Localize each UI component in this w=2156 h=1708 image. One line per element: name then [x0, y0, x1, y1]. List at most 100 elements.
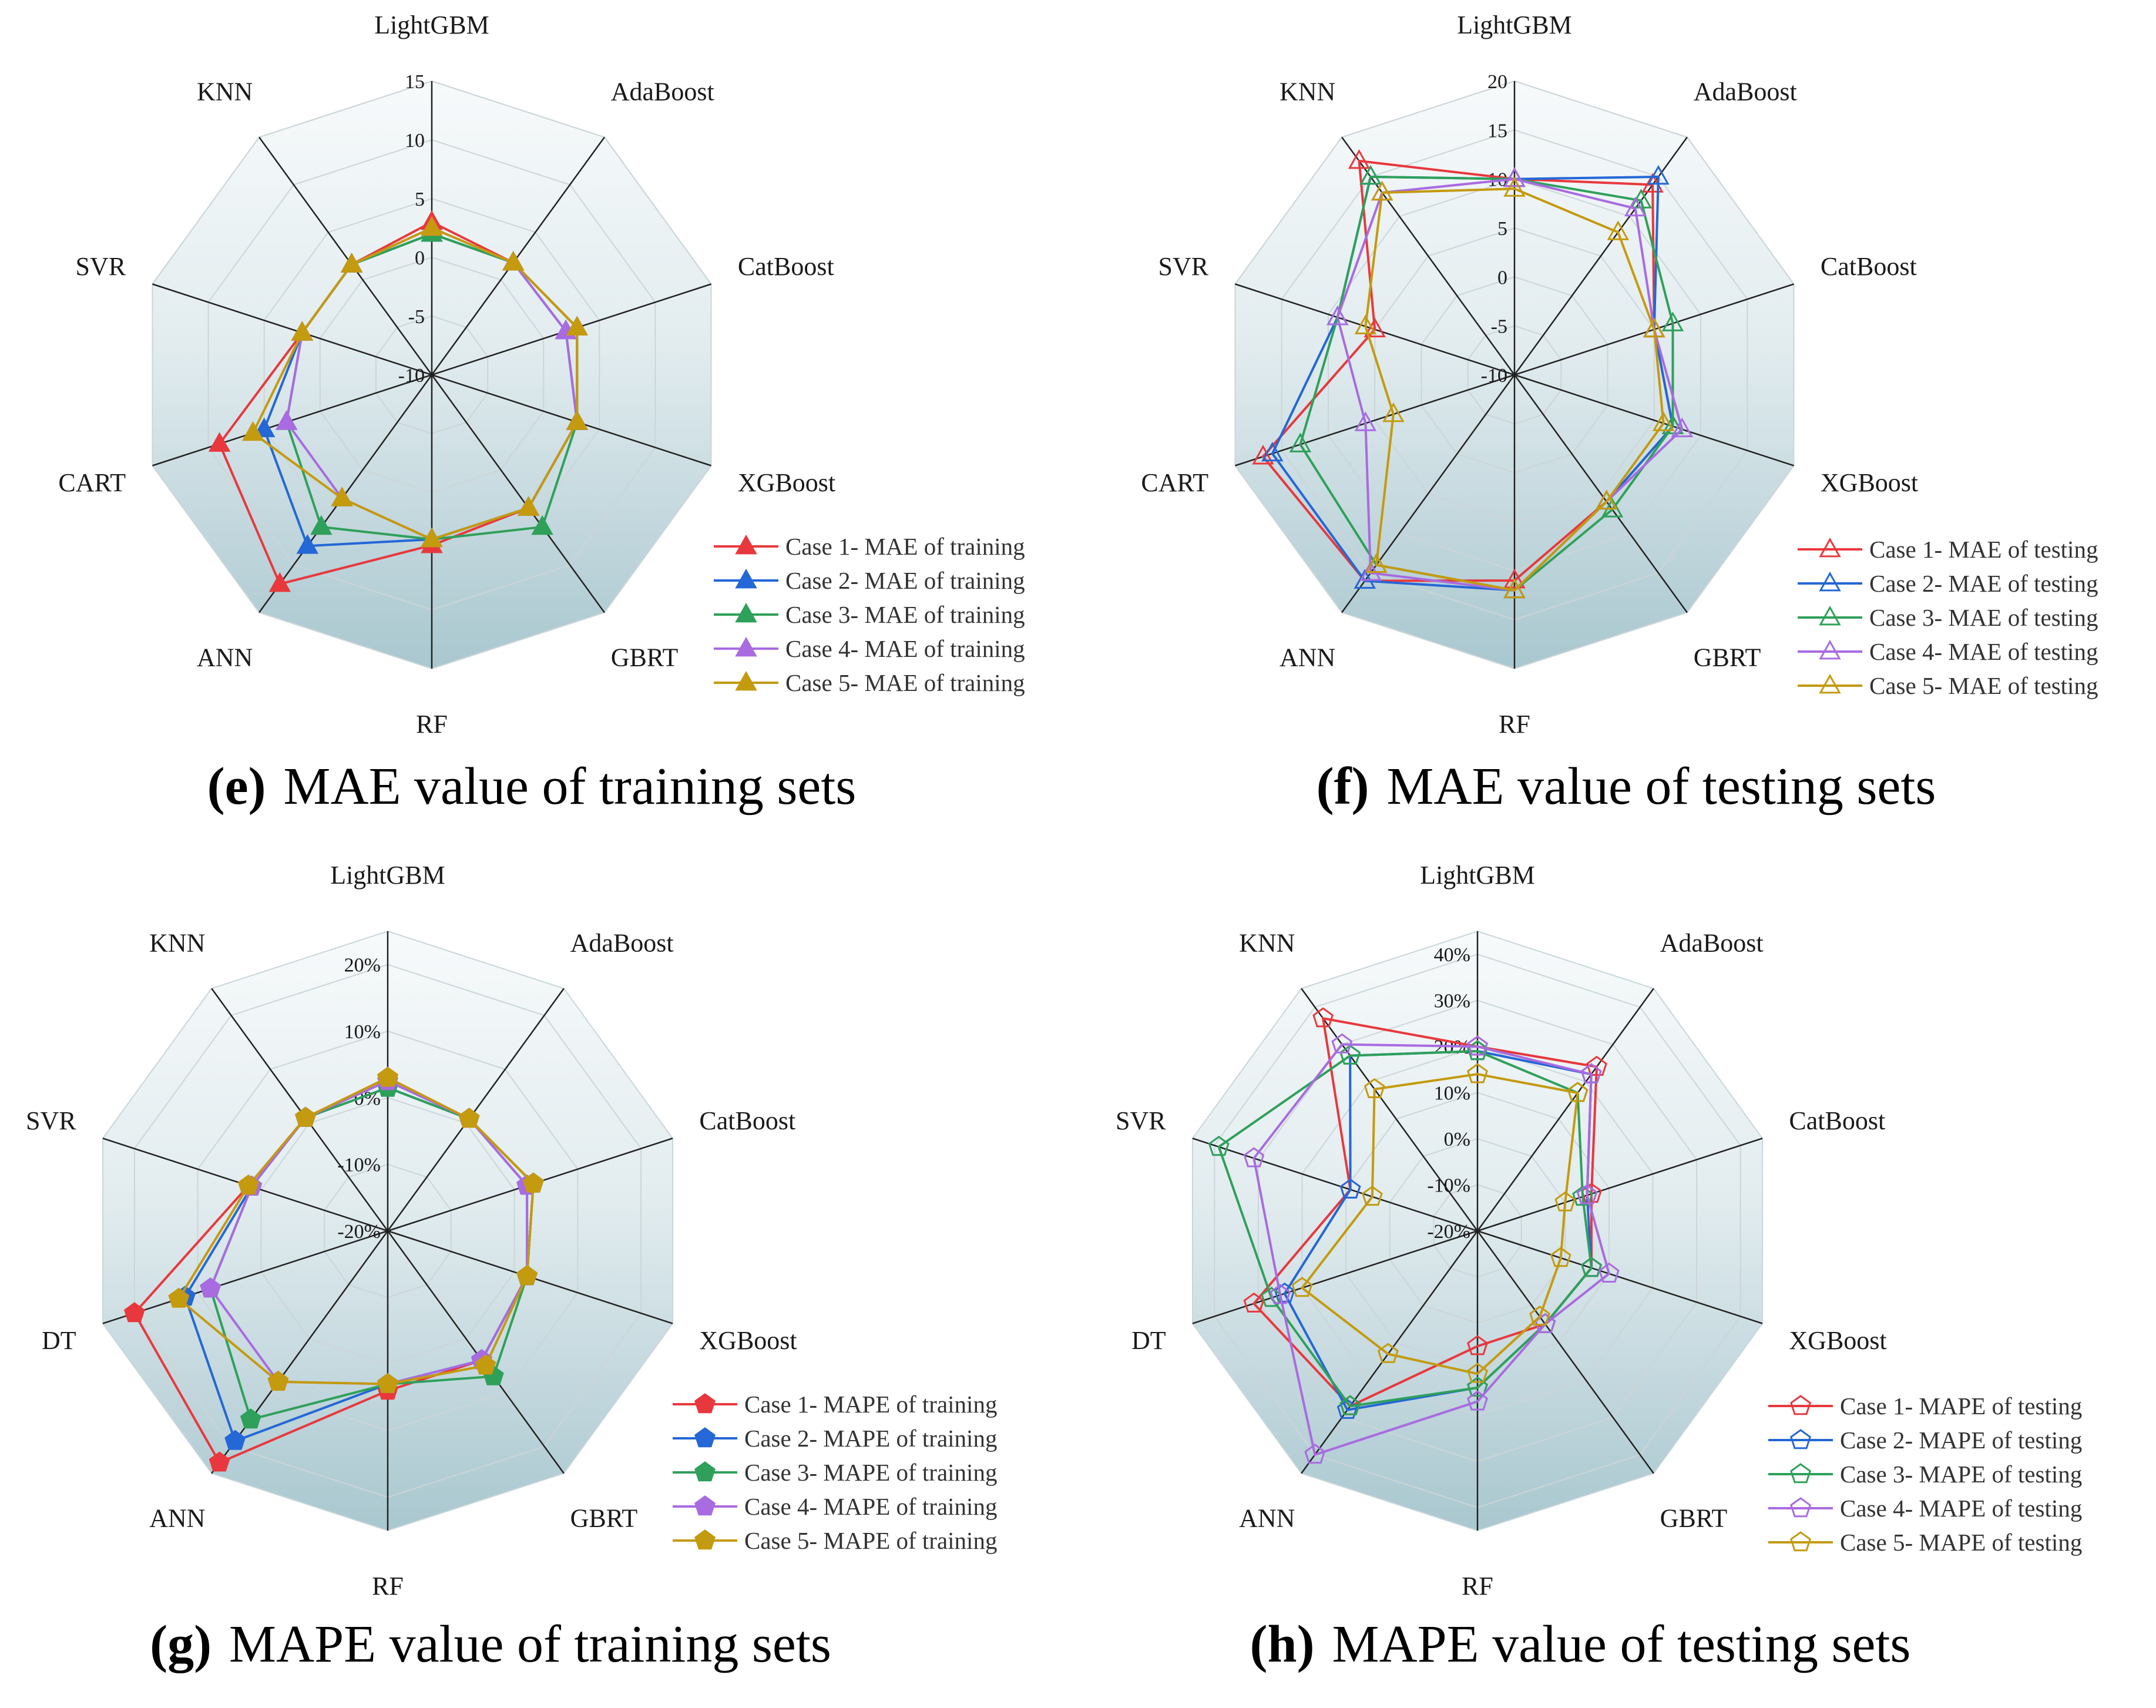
data-point-case-5-gbrt [475, 1354, 496, 1375]
legend-entry-case-2: Case 2- MAE of training [714, 567, 1025, 594]
data-point-case-4-svr [1243, 1147, 1265, 1167]
legend-entry-case-5: Case 5- MAPE of training [673, 1527, 997, 1554]
axis-label-lightgbm: LightGBM [374, 11, 489, 39]
axis-label-xgboost: XGBoost [699, 1326, 797, 1355]
legend-label: Case 4- MAPE of training [744, 1493, 997, 1520]
legend-marker [1790, 1429, 1811, 1449]
axis-label-lightgbm: LightGBM [1457, 11, 1572, 39]
legend-entry-case-4: Case 4- MAE of testing [1798, 638, 2098, 665]
data-point-case-3-gbrt [531, 515, 553, 535]
legend-label: Case 5- MAPE of training [744, 1527, 997, 1554]
radar-chart-4: -20%-10%0%10%20%30%40%LightGBMAdaBoostCa… [1116, 861, 2082, 1673]
data-point-case-5-adaboost [458, 1108, 480, 1128]
data-point-case-5-adaboost [1607, 220, 1630, 240]
data-point-case-4-xgboost [1671, 417, 1694, 438]
legend-label: Case 3- MAE of training [785, 601, 1025, 628]
axis-label-cart: CART [1141, 468, 1208, 497]
legend-entry-case-2: Case 2- MAPE of training [673, 1425, 997, 1452]
legend-entry-case-1: Case 1- MAPE of testing [1768, 1392, 2082, 1420]
spoke [431, 374, 605, 613]
tick-label: 10% [344, 1021, 381, 1043]
legend-label: Case 2- MAE of testing [1869, 570, 2098, 597]
axis-label-gbrt: GBRT [570, 1504, 638, 1533]
caption-text: MAE value of testing sets [1387, 757, 1936, 816]
data-point-case-5-gbrt [1529, 1306, 1550, 1326]
series-line-case-5 [1300, 1073, 1579, 1375]
data-point-case-4-xgboost [1598, 1262, 1620, 1283]
data-point-case-1-knn [1312, 1007, 1334, 1028]
legend-marker [694, 1461, 716, 1482]
spoke [152, 374, 432, 467]
axis-label-knn: KNN [197, 78, 253, 106]
chart-caption: (h) MAPE value of testing sets [1250, 1615, 1911, 1673]
data-point-case-5-knn [1364, 1078, 1385, 1098]
legend-label: Case 2- MAPE of testing [1840, 1427, 2082, 1454]
legend-label: Case 1- MAPE of testing [1840, 1392, 2082, 1420]
caption-letter: (f) [1317, 757, 1369, 816]
tick-label: 5 [415, 189, 425, 210]
spoke [258, 136, 433, 375]
data-point-case-5-dt [168, 1287, 190, 1308]
data-point-case-4-lightgbm [1503, 167, 1526, 187]
data-point-case-4-cart [1354, 411, 1377, 431]
legend-marker [1819, 605, 1841, 626]
axis-label-rf: RF [372, 1572, 404, 1600]
data-point-case-3-catboost [1661, 311, 1684, 331]
data-point-case-2-cart [253, 417, 276, 438]
legend-entry-case-5: Case 5- MAE of training [714, 669, 1025, 696]
legend-marker [735, 568, 757, 589]
axis-label-gbrt: GBRT [1660, 1504, 1728, 1533]
spoke [387, 988, 565, 1231]
data-point-case-5-gbrt [1596, 489, 1618, 510]
legend-entry-case-3: Case 3- MAE of testing [1798, 604, 2098, 631]
data-point-case-4-svr [1326, 306, 1349, 326]
axis-label-ann: ANN [149, 1504, 205, 1533]
axis-label-svr: SVR [76, 252, 126, 281]
spoke [1476, 988, 1654, 1231]
data-point-case-3-knn [1359, 165, 1382, 185]
legend-marker [1790, 1395, 1811, 1415]
axis-label-catboost: CatBoost [738, 252, 834, 281]
data-point-case-2-adaboost [1647, 165, 1670, 185]
data-point-case-5-catboost [1643, 317, 1665, 338]
spoke [1235, 374, 1515, 467]
legend-marker [694, 1427, 716, 1448]
tick-label: 5 [1497, 218, 1507, 240]
series-line-case-4 [1252, 1043, 1611, 1457]
axis-label-ann: ANN [197, 643, 253, 672]
spoke [1514, 374, 1794, 467]
axis-label-catboost: CatBoost [699, 1106, 795, 1135]
data-point-case-4-rf [1467, 1390, 1488, 1411]
data-point-case-3-ann [310, 515, 333, 535]
data-point-case-3-xgboost [1581, 1257, 1602, 1277]
legend-entry-case-5: Case 5- MAPE of testing [1768, 1529, 2082, 1556]
legend-entry-case-3: Case 3- MAPE of training [673, 1459, 997, 1486]
spoke [211, 988, 389, 1231]
legend-entry-case-5: Case 5- MAE of testing [1798, 672, 2098, 699]
legend-label: Case 4- MAE of testing [1869, 638, 2098, 665]
data-point-case-2-ann [296, 534, 319, 554]
tick-label: -20% [1427, 1221, 1470, 1243]
legend-label: Case 4- MAE of training [785, 635, 1025, 662]
series-line-case-1 [1252, 1016, 1598, 1408]
data-point-case-5-rf [377, 1373, 398, 1393]
legend-marker [1790, 1531, 1811, 1552]
legend-marker [735, 636, 757, 657]
data-point-case-1-dt [1243, 1292, 1265, 1313]
data-point-case-5-ann [331, 486, 353, 506]
data-point-case-5-catboost [566, 316, 588, 336]
radar-chart-3: -20%-10%0%10%20%LightGBMAdaBoostCatBoost… [26, 861, 997, 1673]
data-point-case-5-cart [1382, 402, 1405, 422]
chart-caption: (g) MAPE value of training sets [150, 1615, 831, 1673]
data-point-case-5-svr [291, 321, 314, 341]
chart-caption: (e) MAE value of training sets [207, 757, 857, 816]
series-line-case-3 [1217, 1049, 1593, 1408]
legend-label: Case 5- MAE of training [785, 669, 1025, 696]
data-point-case-4-adaboost [1580, 1063, 1602, 1083]
data-point-case-4-cart [276, 410, 298, 430]
data-point-case-1-cart [1252, 444, 1274, 465]
axis-label-adaboost: AdaBoost [1694, 78, 1797, 106]
legend-entry-case-3: Case 3- MAPE of testing [1768, 1461, 2082, 1488]
tick-label: -20% [337, 1221, 381, 1243]
data-point-case-5-ann [1365, 553, 1388, 573]
